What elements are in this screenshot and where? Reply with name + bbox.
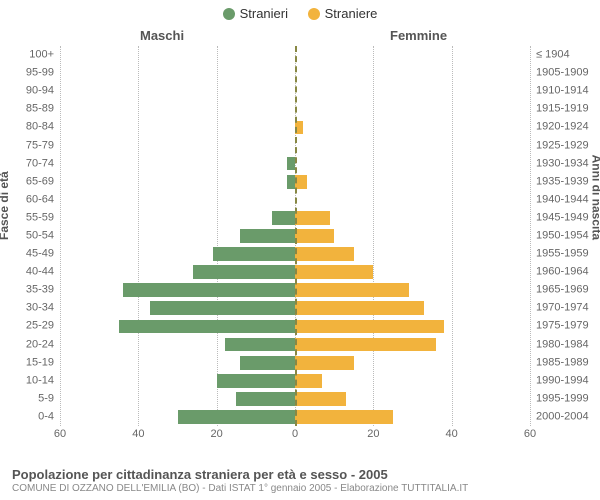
subheader-male: Maschi xyxy=(140,28,184,43)
legend-item-female: Straniere xyxy=(308,6,378,21)
age-label: 45-49 xyxy=(26,249,54,260)
age-label: 40-44 xyxy=(26,267,54,278)
bar-male xyxy=(240,229,295,243)
x-tick: 60 xyxy=(524,428,536,440)
age-label: 5-9 xyxy=(38,393,54,404)
bar-female xyxy=(295,283,409,297)
bar-male xyxy=(213,247,295,261)
cohort-label: 1995-1999 xyxy=(536,393,589,404)
cohort-label: 1910-1914 xyxy=(536,86,589,97)
cohort-label: 1935-1939 xyxy=(536,176,589,187)
cohort-label: 1940-1944 xyxy=(536,194,589,205)
subheader-female: Femmine xyxy=(390,28,447,43)
age-label: 30-34 xyxy=(26,303,54,314)
chart-title: Popolazione per cittadinanza straniera p… xyxy=(12,467,588,482)
bar-female xyxy=(295,392,346,406)
cohort-label: 1955-1959 xyxy=(536,249,589,260)
age-label: 75-79 xyxy=(26,140,54,151)
y-axis-label-left: Fasce di età xyxy=(0,171,11,240)
bar-female xyxy=(295,229,334,243)
bar-male xyxy=(217,374,295,388)
cohort-label: 1915-1919 xyxy=(536,104,589,115)
bar-male xyxy=(193,265,295,279)
bar-female xyxy=(295,374,322,388)
age-label: 80-84 xyxy=(26,122,54,133)
bar-male xyxy=(150,301,295,315)
cohort-label: 2000-2004 xyxy=(536,411,589,422)
center-line xyxy=(295,46,297,426)
footer: Popolazione per cittadinanza straniera p… xyxy=(12,467,588,494)
cohort-label: 1950-1954 xyxy=(536,230,589,241)
age-label: 25-29 xyxy=(26,321,54,332)
bar-male xyxy=(272,211,296,225)
x-tick: 20 xyxy=(367,428,379,440)
age-label: 0-4 xyxy=(38,411,54,422)
x-tick: 40 xyxy=(132,428,144,440)
x-tick: 0 xyxy=(292,428,298,440)
x-tick: 20 xyxy=(211,428,223,440)
bar-female xyxy=(295,338,436,352)
bar-male xyxy=(287,157,295,171)
bar-female xyxy=(295,320,444,334)
age-label: 95-99 xyxy=(26,68,54,79)
age-label: 50-54 xyxy=(26,230,54,241)
cohort-label: 1975-1979 xyxy=(536,321,589,332)
cohort-label: 1930-1934 xyxy=(536,158,589,169)
legend: Stranieri Straniere xyxy=(0,6,600,23)
bar-male xyxy=(240,356,295,370)
x-axis: 6040200204060 xyxy=(60,426,530,446)
cohort-label: 1960-1964 xyxy=(536,267,589,278)
age-label: 10-14 xyxy=(26,375,54,386)
legend-swatch-female xyxy=(308,8,320,20)
bar-male xyxy=(123,283,295,297)
chart-subtitle: COMUNE DI OZZANO DELL'EMILIA (BO) - Dati… xyxy=(12,483,588,494)
cohort-label: 1970-1974 xyxy=(536,303,589,314)
cohort-label: 1965-1969 xyxy=(536,285,589,296)
cohort-label: 1980-1984 xyxy=(536,339,589,350)
age-label: 90-94 xyxy=(26,86,54,97)
age-label: 35-39 xyxy=(26,285,54,296)
age-label: 85-89 xyxy=(26,104,54,115)
legend-swatch-male xyxy=(223,8,235,20)
gridline xyxy=(530,46,531,426)
age-label: 15-19 xyxy=(26,357,54,368)
y-axis-label-right: Anni di nascita xyxy=(589,155,600,240)
age-label: 70-74 xyxy=(26,158,54,169)
age-label: 100+ xyxy=(29,50,54,61)
cohort-label: 1925-1929 xyxy=(536,140,589,151)
age-label: 55-59 xyxy=(26,212,54,223)
bar-male xyxy=(287,175,295,189)
bar-male xyxy=(178,410,296,424)
age-label: 20-24 xyxy=(26,339,54,350)
cohort-label: 1920-1924 xyxy=(536,122,589,133)
bar-female xyxy=(295,410,393,424)
legend-label-female: Straniere xyxy=(325,6,378,21)
bar-female xyxy=(295,211,330,225)
age-label: 65-69 xyxy=(26,176,54,187)
cohort-label: ≤ 1904 xyxy=(536,50,570,61)
cohort-label: 1985-1989 xyxy=(536,357,589,368)
x-tick: 40 xyxy=(446,428,458,440)
bar-male xyxy=(236,392,295,406)
legend-label-male: Stranieri xyxy=(240,6,288,21)
chart-area: 100+≤ 190495-991905-190990-941910-191485… xyxy=(60,46,530,426)
bar-female xyxy=(295,265,373,279)
bar-female xyxy=(295,301,424,315)
legend-item-male: Stranieri xyxy=(223,6,288,21)
cohort-label: 1905-1909 xyxy=(536,68,589,79)
bar-female xyxy=(295,356,354,370)
x-tick: 60 xyxy=(54,428,66,440)
age-label: 60-64 xyxy=(26,194,54,205)
cohort-label: 1945-1949 xyxy=(536,212,589,223)
cohort-label: 1990-1994 xyxy=(536,375,589,386)
chart-container: Stranieri Straniere Maschi Femmine Fasce… xyxy=(0,0,600,500)
bar-male xyxy=(225,338,296,352)
bar-male xyxy=(119,320,295,334)
bar-female xyxy=(295,247,354,261)
